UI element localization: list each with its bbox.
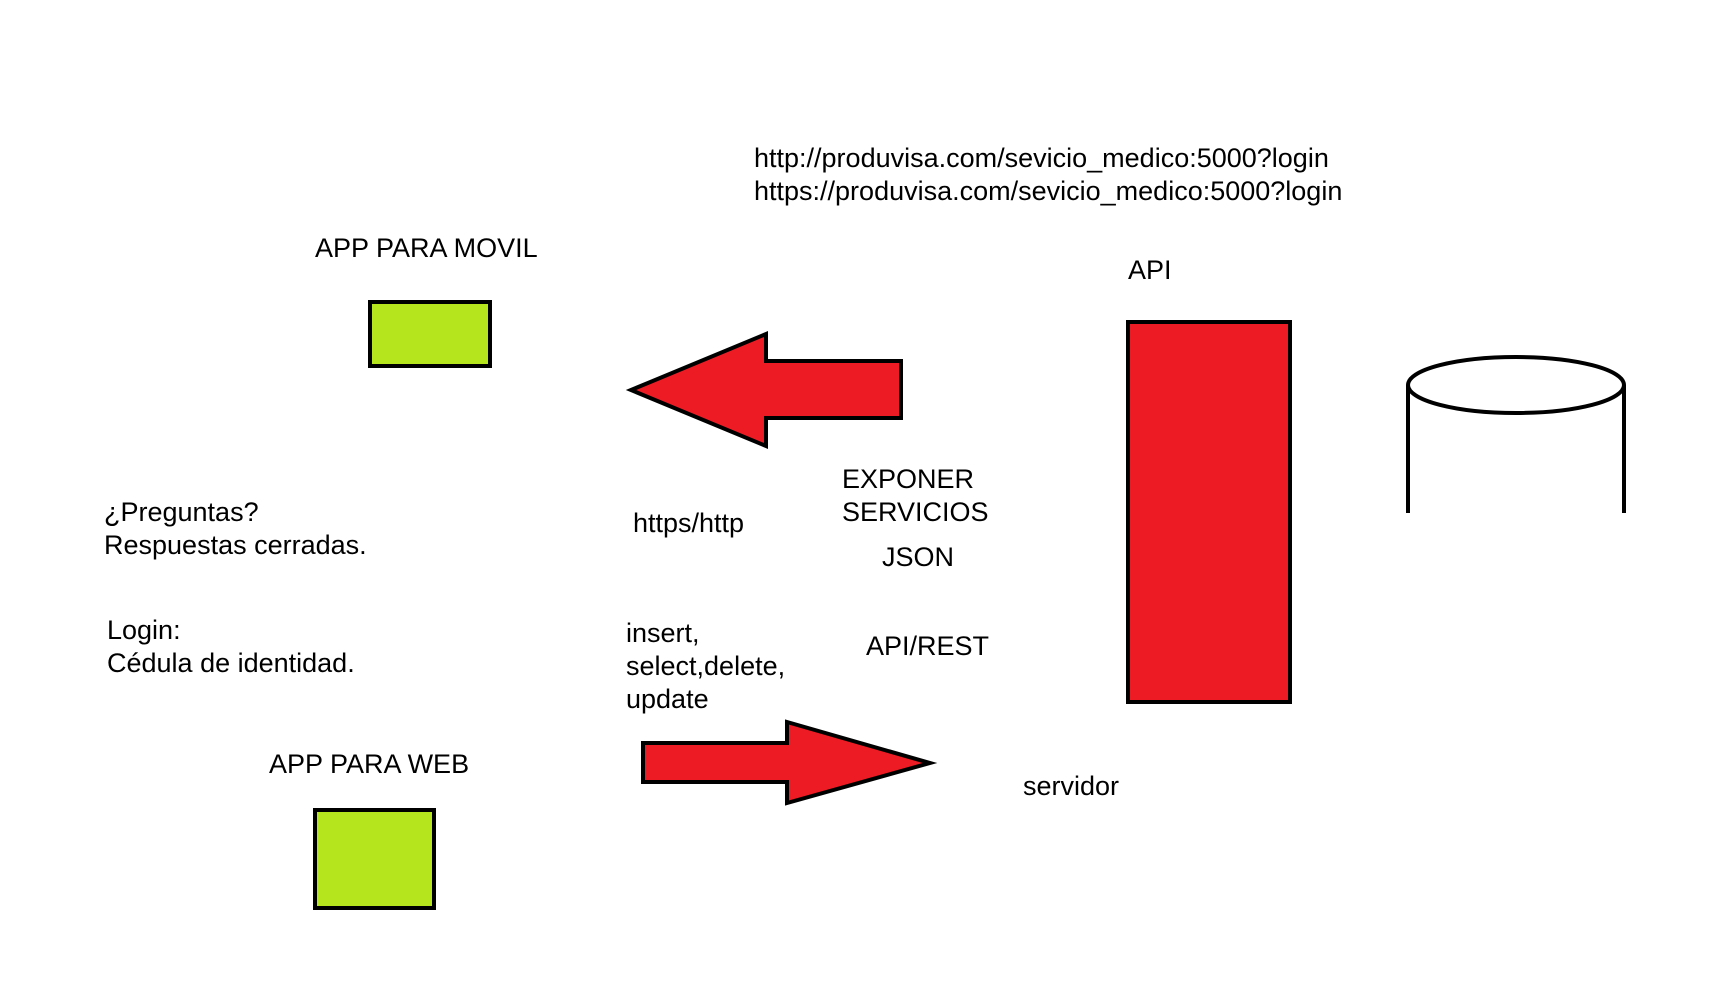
- operations-list: insert, select,delete, update: [626, 617, 785, 716]
- operation-update: update: [626, 684, 709, 714]
- protocol-label: https/http: [633, 508, 745, 538]
- database-cylinder-icon: [1406, 355, 1626, 513]
- preguntas-line: ¿Preguntas?: [104, 497, 259, 527]
- operation-insert: insert,: [626, 618, 700, 648]
- respuestas-line: Respuestas cerradas.: [104, 530, 367, 560]
- server-label: servidor: [1023, 771, 1120, 801]
- app-web-label: APP PARA WEB: [269, 749, 470, 779]
- operation-select-delete: select,delete,: [626, 651, 786, 681]
- preguntas-note: ¿Preguntas? Respuestas cerradas.: [104, 496, 367, 562]
- json-label: JSON: [882, 542, 955, 572]
- api-label: API: [1128, 255, 1172, 285]
- url-http: http://produvisa.com/sevicio_medico:5000…: [754, 143, 1329, 173]
- servicios-line: SERVICIOS: [842, 497, 989, 527]
- app-web-box: [313, 808, 436, 910]
- app-movil-box: [368, 300, 492, 368]
- exponer-servicios-label: EXPONER SERVICIOS: [842, 463, 989, 529]
- right-arrow-icon: [641, 719, 938, 806]
- url-block: http://produvisa.com/sevicio_medico:5000…: [754, 142, 1342, 208]
- api-rest-label: API/REST: [866, 631, 990, 661]
- left-arrow-icon: [625, 331, 903, 449]
- url-https: https://produvisa.com/sevicio_medico:500…: [754, 176, 1343, 206]
- login-line: Login:: [107, 615, 181, 645]
- exponer-line: EXPONER: [842, 464, 975, 494]
- api-server-box: [1126, 320, 1292, 704]
- app-movil-label: APP PARA MOVIL: [315, 233, 538, 263]
- login-note: Login: Cédula de identidad.: [107, 614, 355, 680]
- cedula-line: Cédula de identidad.: [107, 648, 355, 678]
